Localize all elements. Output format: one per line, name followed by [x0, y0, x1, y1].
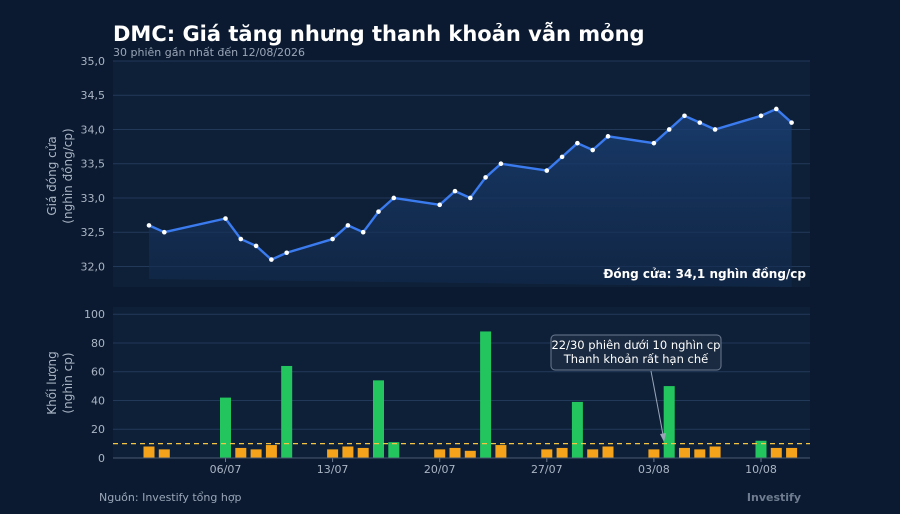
callout-line-2: Thanh khoản rất hạn chế	[563, 352, 709, 366]
volume-bar	[602, 446, 614, 458]
volume-series	[113, 331, 810, 458]
volume-ytick-label: 80	[91, 337, 105, 350]
volume-ytick-label: 100	[84, 308, 105, 321]
price-point	[758, 113, 764, 119]
xtick-label: 27/07	[531, 463, 563, 476]
price-point	[284, 250, 290, 256]
price-point	[253, 243, 259, 249]
close-price-label: Đóng cửa: 34,1 nghìn đồng/cp	[603, 267, 806, 281]
price-ytick-label: 35,0	[81, 55, 106, 68]
volume-bar	[281, 365, 293, 458]
volume-bar	[235, 447, 247, 458]
chart-subtitle: 30 phiên gần nhất đến 12/08/2026	[113, 46, 306, 59]
price-point	[682, 113, 687, 119]
price-point	[559, 154, 565, 160]
price-point	[483, 175, 488, 180]
volume-bar	[694, 449, 706, 458]
price-point	[330, 236, 335, 242]
price-line	[148, 107, 793, 261]
volume-bar	[388, 442, 400, 458]
volume-bar	[770, 447, 782, 458]
price-point	[666, 127, 672, 132]
price-point	[789, 120, 794, 125]
price-point	[391, 195, 397, 201]
volume-bar	[265, 445, 277, 458]
volume-bar	[587, 449, 599, 458]
brand-label: Investify	[746, 491, 801, 504]
volume-bar	[327, 449, 339, 458]
price-point	[544, 168, 550, 173]
volume-bar	[158, 449, 170, 458]
price-point	[452, 188, 458, 194]
volume-bar	[464, 450, 476, 458]
price-point	[651, 140, 657, 146]
volume-bar	[220, 397, 231, 458]
xtick-label: 03/08	[638, 463, 670, 476]
volume-bar	[679, 447, 690, 458]
volume-bar	[357, 447, 369, 458]
price-point	[774, 106, 779, 112]
volume-bar	[250, 449, 262, 458]
volume-panel	[113, 307, 810, 458]
price-point	[437, 202, 443, 208]
volume-ylabel-line-1: Khối lượng	[45, 351, 59, 414]
price-point	[238, 236, 244, 242]
price-point	[575, 140, 580, 146]
price-ytick-label: 34,5	[81, 89, 106, 102]
volume-bar	[571, 401, 583, 458]
chart-title: DMC: Giá tăng nhưng thanh khoản vẫn mỏng	[113, 22, 645, 46]
volume-bar	[663, 386, 675, 458]
volume-ytick-label: 20	[91, 423, 105, 436]
volume-bar	[541, 449, 553, 458]
price-series	[146, 106, 794, 287]
volume-bar	[342, 446, 354, 458]
volume-bar	[449, 447, 461, 458]
xtick-label: 06/07	[210, 463, 242, 476]
volume-bar	[709, 446, 721, 458]
source-note: Nguồn: Investify tổng hợp	[99, 491, 242, 504]
xtick-label: 10/08	[745, 463, 777, 476]
axis-labels: 32,0 32,5 33,0 33,5 34,0 34,5 35,0 0 20 40 60 80 100…	[81, 55, 810, 476]
price-point	[269, 257, 274, 262]
price-point	[345, 223, 351, 228]
volume-bar	[495, 445, 507, 458]
volume-bar	[556, 447, 568, 458]
price-ylabel-line-2: (nghìn đồng/cp)	[61, 128, 75, 223]
price-point	[146, 223, 152, 228]
volume-ylabel-line-2: (nghìn cp)	[61, 352, 75, 413]
callout-line-1: 22/30 phiên dưới 10 nghìn cp	[551, 338, 720, 352]
price-point	[498, 161, 504, 167]
price-point	[712, 127, 718, 132]
volume-bar	[786, 447, 798, 458]
price-ytick-label: 34,0	[81, 123, 106, 136]
volume-bar	[755, 440, 767, 458]
price-point	[162, 229, 167, 235]
xtick-label: 20/07	[424, 463, 456, 476]
price-ytick-label: 33,5	[81, 158, 106, 171]
xtick-label: 13/07	[317, 463, 349, 476]
price-point	[697, 120, 703, 125]
liquidity-callout: 22/30 phiên dưới 10 nghìn cp Thanh khoản…	[550, 334, 722, 442]
volume-bar	[143, 446, 155, 458]
price-ylabel-line-1: Giá đóng cửa	[45, 136, 59, 215]
volume-ytick-label: 40	[91, 394, 105, 407]
callout-arrowhead	[660, 433, 666, 442]
price-ytick-label: 33,0	[81, 192, 106, 205]
price-ytick-label: 32,5	[81, 226, 106, 239]
volume-ytick-label: 60	[91, 366, 105, 379]
volume-bar	[434, 449, 446, 458]
volume-ytick-label: 0	[98, 452, 105, 465]
price-point	[360, 229, 366, 235]
price-point	[590, 147, 595, 153]
price-point	[376, 209, 381, 214]
callout-arrow	[650, 370, 665, 441]
volume-bar	[480, 331, 492, 458]
volume-bar	[373, 380, 384, 458]
price-point	[468, 195, 473, 201]
price-point	[223, 216, 228, 221]
price-ytick-label: 32,0	[81, 260, 106, 273]
price-point	[605, 134, 611, 139]
volume-bar	[648, 449, 660, 458]
